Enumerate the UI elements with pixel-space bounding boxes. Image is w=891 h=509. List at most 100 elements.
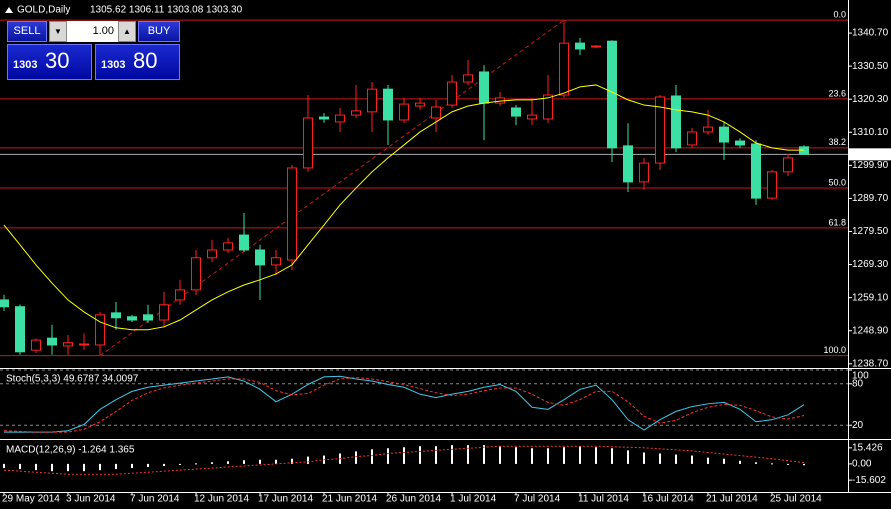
- y-tick-label: 1289.70: [852, 193, 889, 204]
- macd-signal: [3, 445, 805, 475]
- candle-body: [367, 88, 377, 113]
- fibo-label: 38.2: [828, 137, 846, 147]
- macd-bar: [563, 447, 565, 464]
- candle-body: [479, 71, 489, 104]
- macd-bar: [131, 463, 133, 469]
- y-tick-label: 1279.50: [852, 226, 889, 237]
- candle-body: [463, 74, 473, 83]
- macd-bar: [291, 458, 293, 464]
- x-tick-label: 16 Jul 2014: [642, 494, 694, 505]
- macd-bar: [499, 446, 501, 464]
- macd-bar: [19, 463, 21, 470]
- candle-body: [111, 312, 121, 319]
- buy-button[interactable]: BUY: [138, 21, 180, 42]
- macd-bar: [3, 463, 5, 469]
- y-tick-label: 80: [852, 378, 864, 389]
- x-tick-label: 17 Jun 2014: [258, 494, 313, 505]
- candle-body: [95, 314, 105, 346]
- macd-bar: [739, 460, 741, 464]
- ohlc-text: 1305.62 1306.11 1303.08 1303.30: [90, 5, 243, 16]
- candle-body: [607, 40, 617, 149]
- candle-body: [271, 257, 281, 266]
- macd-bar: [67, 463, 69, 472]
- candle-body: [191, 257, 201, 291]
- candle-body: [399, 103, 409, 121]
- candle-body: [671, 95, 681, 149]
- sell-button[interactable]: SELL: [7, 21, 47, 42]
- chart-title: GOLD,Daily: [17, 5, 70, 16]
- macd-bar: [163, 463, 165, 466]
- candle-body: [575, 42, 585, 50]
- macd-bar: [483, 445, 485, 464]
- macd-bar: [51, 463, 53, 472]
- fibo-label: 23.6: [828, 88, 846, 98]
- y-tick-label: 1340.70: [852, 28, 889, 39]
- y-tick-label: 1248.90: [852, 325, 889, 336]
- candle-body: [543, 94, 553, 120]
- candle-body: [527, 114, 537, 120]
- moving-average: [3, 84, 804, 331]
- macd-bar: [259, 459, 261, 464]
- y-tick-label: 1320.30: [852, 94, 889, 105]
- candle-body: [639, 162, 649, 183]
- sell-price-big: 30: [45, 48, 70, 73]
- macd-bar: [531, 448, 533, 464]
- y-tick-label: 15.426: [852, 442, 883, 453]
- y-tick-label: 0.00: [852, 459, 872, 470]
- candle-body: [415, 102, 425, 107]
- x-tick-label: 21 Jul 2014: [706, 494, 758, 505]
- macd-bar: [83, 463, 85, 472]
- lot-input[interactable]: 1.00: [67, 21, 118, 42]
- macd-bar: [787, 463, 789, 465]
- macd-bar: [99, 463, 101, 471]
- y-tick-label: 100: [852, 371, 869, 382]
- macd-bar: [227, 461, 229, 464]
- candle-body: [159, 304, 169, 321]
- candle-body: [127, 316, 137, 321]
- macd-bar: [643, 452, 645, 464]
- candle-body: [79, 343, 89, 346]
- macd-bar: [371, 449, 373, 464]
- x-tick-label: 25 Jul 2014: [770, 494, 822, 505]
- x-tick-label: 1 Jul 2014: [450, 494, 497, 505]
- buy-price[interactable]: 1303 80: [95, 44, 180, 80]
- price-label-box: [849, 148, 891, 161]
- candle-body: [335, 114, 345, 123]
- candle-body: [783, 157, 793, 173]
- macd-bar: [387, 448, 389, 464]
- candle-body: [351, 110, 361, 116]
- candle-body: [655, 96, 665, 164]
- macd-bar: [547, 448, 549, 464]
- macd-bar: [435, 446, 437, 464]
- x-tick-label: 7 Jul 2014: [514, 494, 561, 505]
- macd-bar: [451, 445, 453, 464]
- candle-body: [767, 171, 777, 199]
- y-tick-label: 1259.10: [852, 292, 889, 303]
- macd-bar: [403, 447, 405, 464]
- macd-bar: [243, 460, 245, 464]
- candle-body: [63, 342, 73, 347]
- sell-price[interactable]: 1303 30: [7, 44, 92, 80]
- macd-bar: [627, 450, 629, 464]
- macd-bar: [723, 458, 725, 464]
- lot-down[interactable]: ▼: [49, 21, 67, 42]
- lot-up[interactable]: ▲: [118, 21, 136, 42]
- fibo-label: 100.0: [823, 345, 846, 355]
- candle-body: [623, 145, 633, 183]
- x-tick-label: 11 Jul 2014: [578, 494, 629, 505]
- price-label: 1303.30: [852, 149, 889, 160]
- macd-bar: [211, 462, 213, 464]
- macd-bar: [755, 462, 757, 464]
- candle-body: [175, 289, 185, 301]
- buy-price-big: 80: [133, 48, 158, 73]
- macd-bar: [147, 463, 149, 468]
- candle-body: [447, 81, 457, 106]
- candle-body: [207, 249, 217, 259]
- macd-bar: [275, 459, 277, 464]
- macd-title: MACD(12,26,9) -1.264 1.365: [6, 445, 135, 456]
- macd-bar: [659, 453, 661, 464]
- y-tick-label: 1310.10: [852, 127, 889, 138]
- candle-body: [303, 117, 313, 169]
- candle-body: [47, 337, 57, 346]
